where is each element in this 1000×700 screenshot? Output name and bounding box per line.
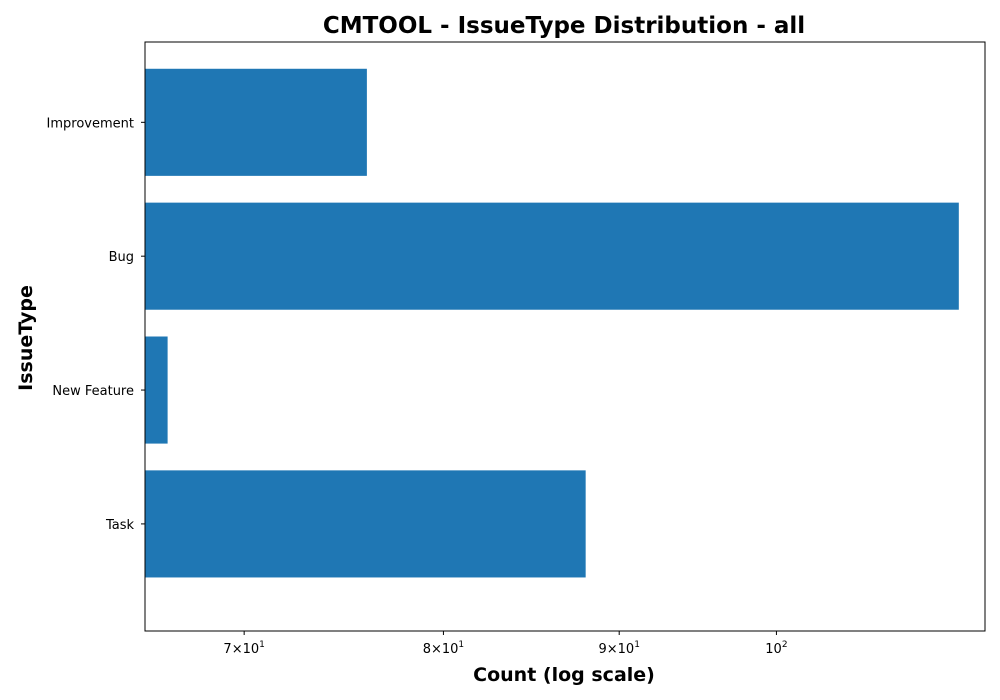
bar-new-feature <box>145 336 168 444</box>
chart-title: CMTOOL - IssueType Distribution - all <box>323 13 805 39</box>
x-axis-label: Count (log scale) <box>473 664 655 686</box>
bar-improvement <box>145 68 367 176</box>
y-tick-label: Improvement <box>47 116 134 131</box>
y-axis-ticks: Improvement Bug New Feature Task <box>47 116 145 533</box>
bar-bug <box>145 202 959 310</box>
x-tick-label: 7×101 <box>223 640 264 657</box>
y-axis-label: IssueType <box>15 285 37 391</box>
x-tick-label: 8×101 <box>423 640 464 657</box>
x-axis-ticks: 7×101 8×101 9×101 102 <box>223 631 788 657</box>
x-tick-label: 9×101 <box>598 640 639 657</box>
y-tick-label: New Feature <box>52 384 134 399</box>
y-tick-label: Task <box>105 518 135 533</box>
bars-group <box>145 68 959 578</box>
y-tick-label: Bug <box>109 250 134 265</box>
plot-frame <box>144 41 986 632</box>
bar-task <box>145 470 586 578</box>
x-tick-label: 102 <box>765 640 787 657</box>
